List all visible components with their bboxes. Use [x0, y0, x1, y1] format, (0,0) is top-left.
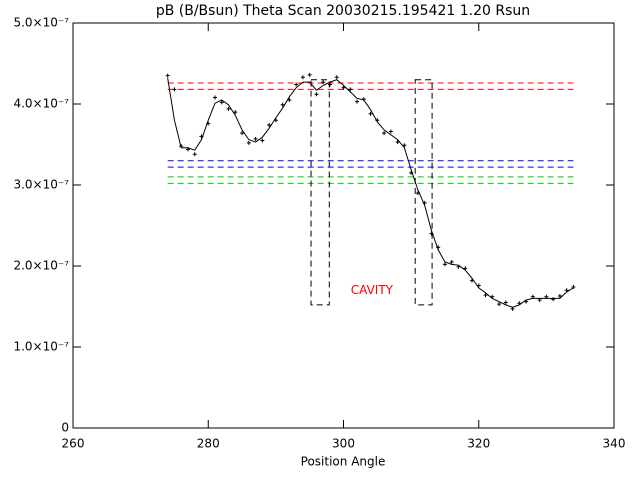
data-point — [206, 121, 211, 126]
data-point — [415, 191, 420, 196]
data-point — [402, 143, 407, 148]
data-point — [388, 129, 393, 134]
x-axis-label: Position Angle — [301, 455, 386, 469]
annotation: CAVITY — [351, 283, 394, 297]
data-point — [273, 118, 278, 123]
data-point — [240, 131, 245, 136]
data-point — [321, 80, 326, 85]
x-tick-label: 300 — [332, 437, 355, 451]
data-point — [517, 301, 522, 306]
data-point — [436, 245, 441, 250]
data-point — [185, 147, 190, 152]
data-point — [287, 97, 292, 102]
data-point — [267, 123, 272, 128]
data-point — [307, 72, 312, 77]
data-point — [361, 97, 366, 102]
y-tick-label: 4.0×10⁻⁷ — [13, 97, 69, 111]
data-point — [375, 118, 380, 123]
data-point — [199, 134, 204, 139]
data-point — [449, 259, 454, 264]
data-point — [233, 110, 238, 115]
y-tick-label: 1.0×10⁻⁷ — [13, 340, 69, 354]
data-point — [192, 152, 197, 157]
x-tick-label: 260 — [62, 437, 85, 451]
y-tick-label: 0 — [61, 421, 69, 435]
data-point — [490, 294, 495, 299]
data-point — [429, 231, 434, 236]
data-point — [483, 293, 488, 298]
data-point — [409, 170, 414, 175]
data-point — [260, 138, 265, 143]
data-point — [557, 293, 562, 298]
x-tick-label: 320 — [467, 437, 490, 451]
chart-title: pB (B/Bsun) Theta Scan 20030215.195421 1… — [156, 3, 530, 19]
data-point — [219, 100, 224, 105]
data-point — [503, 300, 508, 305]
data-point — [300, 75, 305, 80]
data-point — [469, 278, 474, 283]
x-tick-label: 340 — [603, 437, 626, 451]
data-point — [537, 298, 542, 303]
data-point — [253, 136, 258, 141]
data-point — [544, 294, 549, 299]
data-point — [524, 299, 529, 304]
data-point — [456, 264, 461, 269]
data-point — [571, 285, 576, 290]
y-tick-label: 3.0×10⁻⁷ — [13, 178, 69, 192]
data-point — [368, 111, 373, 116]
data-point — [314, 92, 319, 97]
data-point — [334, 75, 339, 80]
cavity-box — [414, 79, 433, 306]
data-point — [341, 85, 346, 90]
data-point — [348, 87, 353, 92]
data-point — [530, 294, 535, 299]
data-point — [497, 302, 502, 307]
data-point — [172, 87, 177, 92]
data-point — [226, 106, 231, 111]
data-point — [246, 140, 251, 145]
data-point — [442, 262, 447, 267]
data-point — [510, 306, 515, 311]
data-point — [355, 99, 360, 104]
data-point — [551, 297, 556, 302]
data-point — [463, 266, 468, 271]
data-point — [395, 140, 400, 145]
data-point — [165, 73, 170, 78]
x-tick-label: 280 — [197, 437, 220, 451]
data-point — [564, 288, 569, 293]
cavity-box — [310, 79, 330, 306]
y-tick-label: 5.0×10⁻⁷ — [13, 16, 69, 30]
data-line — [167, 78, 574, 308]
data-point — [213, 95, 218, 100]
data-point — [327, 82, 332, 87]
data-point — [422, 200, 427, 205]
y-tick-label: 2.0×10⁻⁷ — [13, 259, 69, 273]
data-point — [294, 82, 299, 87]
data-point — [179, 144, 184, 149]
data-point — [382, 131, 387, 136]
data-point — [280, 102, 285, 107]
data-point — [476, 283, 481, 288]
